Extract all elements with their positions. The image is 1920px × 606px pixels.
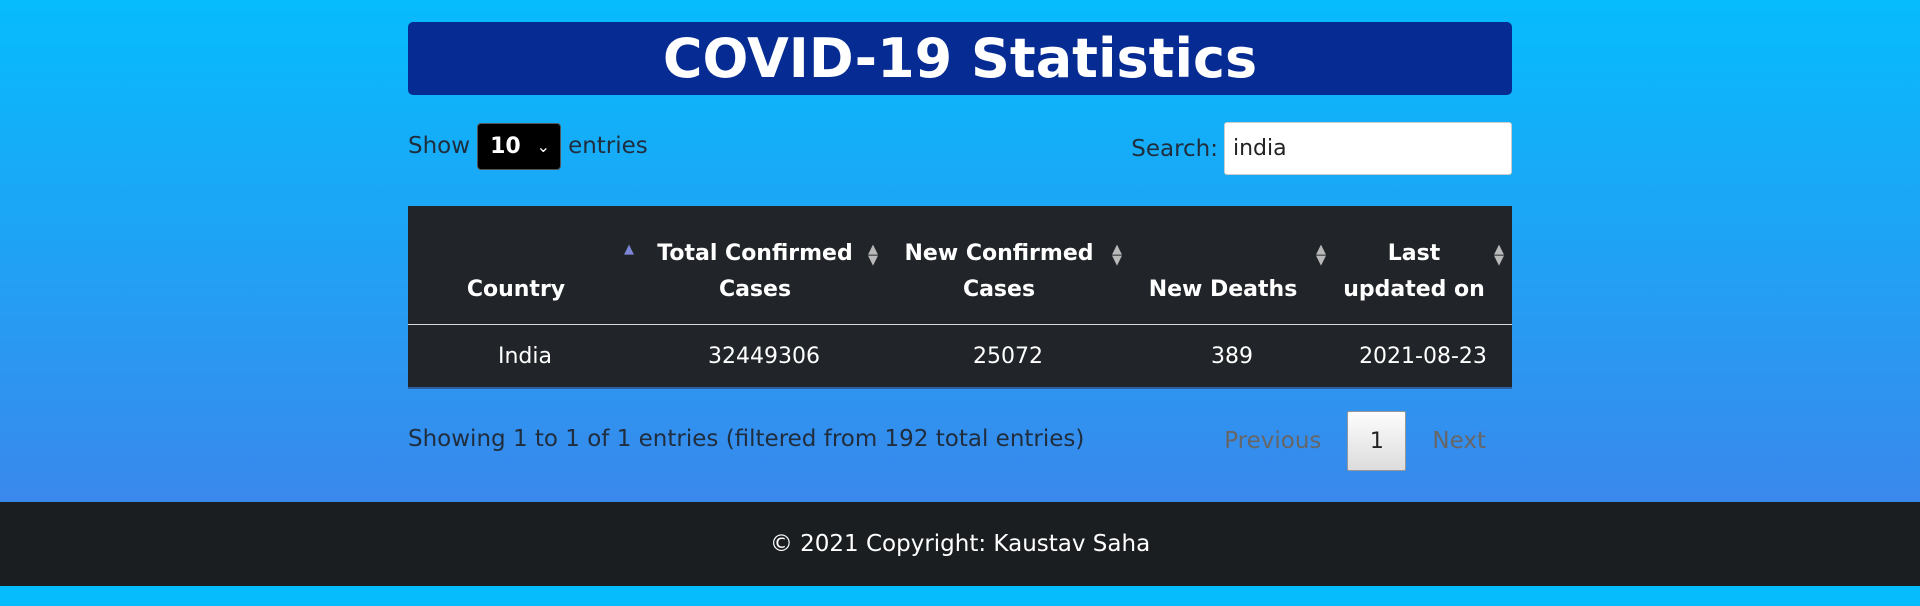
search-input[interactable] xyxy=(1224,122,1512,175)
show-label: Show xyxy=(408,133,471,159)
previous-button[interactable]: Previous xyxy=(1224,428,1322,454)
search-label: Search: xyxy=(1131,135,1218,162)
main-container: COVID-19 Statistics Show 10 ⌄ entries Se… xyxy=(408,22,1512,471)
entries-label: entries xyxy=(568,133,648,159)
sort-both-icon: ▲ ▼ xyxy=(1494,242,1504,268)
sort-both-icon: ▲ ▼ xyxy=(1316,242,1326,268)
page-title: COVID-19 Statistics xyxy=(662,27,1258,90)
cell-new-deaths: 389 xyxy=(1130,324,1334,389)
entries-select[interactable]: 10 ⌄ xyxy=(477,122,562,170)
column-header-label: New Confirmed Cases xyxy=(904,241,1094,302)
column-header-country[interactable]: Country ▲ xyxy=(408,206,642,325)
title-banner: COVID-19 Statistics xyxy=(408,22,1512,95)
sort-both-icon: ▲ ▼ xyxy=(1112,242,1122,268)
column-header-label: New Deaths xyxy=(1148,277,1298,302)
column-header-new-deaths[interactable]: New Deaths ▲ ▼ xyxy=(1130,206,1334,325)
cell-country: India xyxy=(408,324,642,389)
column-header-total-confirmed[interactable]: Total Confirmed Cases ▲ ▼ xyxy=(642,206,886,325)
column-header-label: Last updated on xyxy=(1343,241,1485,302)
column-header-last-updated[interactable]: Last updated on ▲ ▼ xyxy=(1334,206,1512,325)
table-header-row: Country ▲ Total Confirmed Cases ▲ ▼ New C… xyxy=(408,206,1512,325)
cell-last-updated: 2021-08-23 xyxy=(1334,324,1512,389)
column-header-label: Country xyxy=(466,277,566,302)
stats-table: Country ▲ Total Confirmed Cases ▲ ▼ New C… xyxy=(408,206,1512,389)
sort-ascending-icon: ▲ xyxy=(624,242,634,257)
table-row: India 32449306 25072 389 2021-08-23 xyxy=(408,324,1512,389)
length-control: Show 10 ⌄ entries xyxy=(408,122,648,170)
sort-both-icon: ▲ ▼ xyxy=(868,242,878,268)
table-footer: Showing 1 to 1 of 1 entries (filtered fr… xyxy=(408,410,1512,472)
cell-new-confirmed: 25072 xyxy=(886,324,1130,389)
chevron-down-icon: ⌄ xyxy=(536,136,551,156)
pagination: Previous 1 Next xyxy=(1198,410,1512,472)
page-button-1[interactable]: 1 xyxy=(1347,411,1407,471)
entries-select-value: 10 xyxy=(490,133,521,159)
cell-total-confirmed: 32449306 xyxy=(642,324,886,389)
column-header-label: Total Confirmed Cases xyxy=(657,241,853,302)
copyright-text: © 2021 Copyright: Kaustav Saha xyxy=(769,531,1151,557)
next-button[interactable]: Next xyxy=(1432,428,1486,454)
footer: © 2021 Copyright: Kaustav Saha xyxy=(0,502,1920,586)
search-control: Search: xyxy=(1131,122,1512,175)
column-header-new-confirmed[interactable]: New Confirmed Cases ▲ ▼ xyxy=(886,206,1130,325)
table-info: Showing 1 to 1 of 1 entries (filtered fr… xyxy=(408,426,1085,452)
page-background: COVID-19 Statistics Show 10 ⌄ entries Se… xyxy=(0,0,1920,502)
